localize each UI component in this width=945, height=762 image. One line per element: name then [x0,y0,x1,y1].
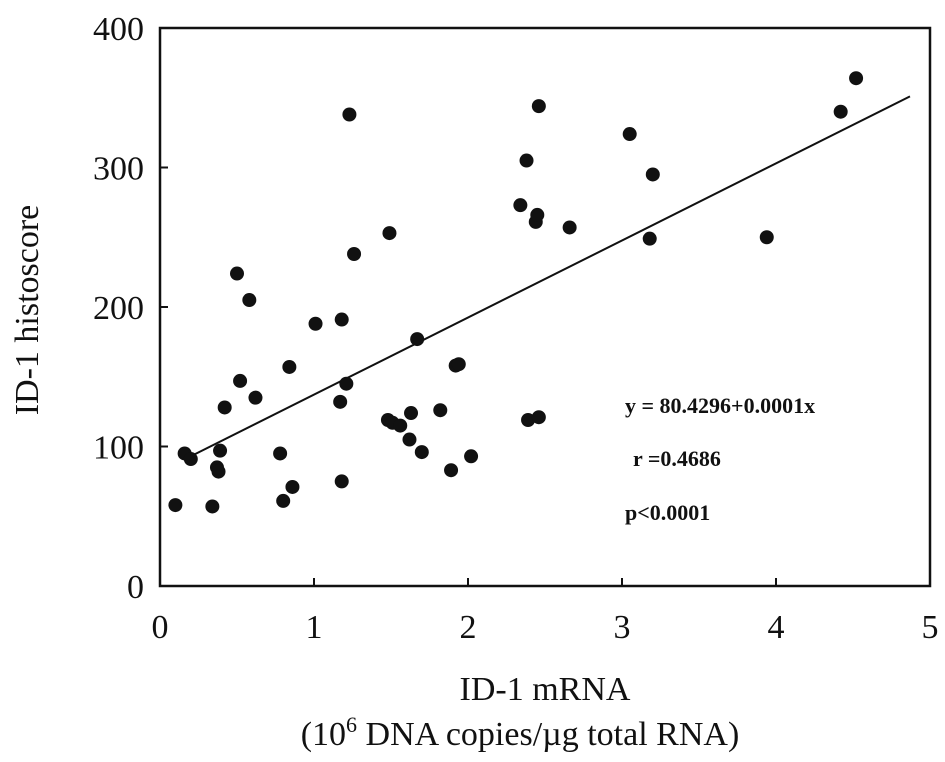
data-point [276,493,291,508]
regression-equation: y = 80.4296+0.0001x [625,393,815,418]
data-points [168,71,864,514]
data-point [393,418,408,433]
data-point [642,231,657,246]
x-axis-ticks: 0 1 2 3 4 5 [152,578,939,646]
data-point [513,198,528,213]
y-tick-label: 0 [127,569,144,606]
data-point [285,479,300,494]
data-point [211,464,226,479]
x-axis-subtitle-post: DNA copies/µg total RNA) [357,716,739,753]
data-point [519,153,534,168]
x-tick-label: 0 [152,609,169,646]
y-tick-label: 200 [93,290,144,327]
data-point [433,403,448,418]
data-point [464,449,479,464]
y-axis-title: ID-1 histoscore [9,205,46,416]
x-tick-label: 5 [922,609,939,646]
y-tick-label: 100 [93,430,144,467]
data-point [531,410,546,425]
correlation-coefficient: r =0.4686 [633,446,721,471]
data-point [530,207,545,222]
x-axis-subtitle-sup: 6 [346,712,357,737]
data-point [521,412,536,427]
data-point [562,220,577,235]
data-point [333,394,348,409]
data-point [347,246,362,261]
data-point [849,71,864,86]
data-point [273,446,288,461]
data-point [645,167,660,182]
x-tick-label: 2 [460,609,477,646]
x-tick-label: 3 [614,609,631,646]
data-point [622,127,637,142]
data-point [168,498,183,513]
x-axis-subtitle: (106 DNA copies/µg total RNA) [301,712,740,753]
x-tick-label: 1 [306,609,323,646]
data-point [183,452,198,467]
data-point [414,445,429,460]
data-point [233,373,248,388]
data-point [759,230,774,245]
y-axis-ticks: 0 100 200 300 400 [93,11,168,606]
data-point [833,104,848,119]
data-point [217,400,232,415]
data-point [404,406,419,421]
data-point [334,474,349,489]
data-point [205,499,220,514]
y-tick-label: 400 [93,11,144,48]
data-point [444,463,459,478]
data-point [334,312,349,327]
data-point [382,226,397,241]
data-point [308,316,323,331]
data-point [339,376,354,391]
data-point [342,107,357,122]
data-point [451,357,466,372]
x-axis-subtitle-pre: (10 [301,716,346,753]
data-point [230,266,244,281]
data-point [531,99,546,114]
data-point [248,390,263,405]
y-tick-label: 300 [93,151,144,188]
plot-frame [158,26,932,588]
x-tick-label: 4 [768,609,785,646]
data-point [242,293,257,308]
regression-line [190,95,911,458]
data-point [410,332,425,347]
data-point [213,443,228,458]
data-point [402,432,417,447]
p-value: p<0.0001 [625,500,710,525]
data-point [282,359,297,374]
x-axis-title: ID-1 mRNA [460,671,631,708]
